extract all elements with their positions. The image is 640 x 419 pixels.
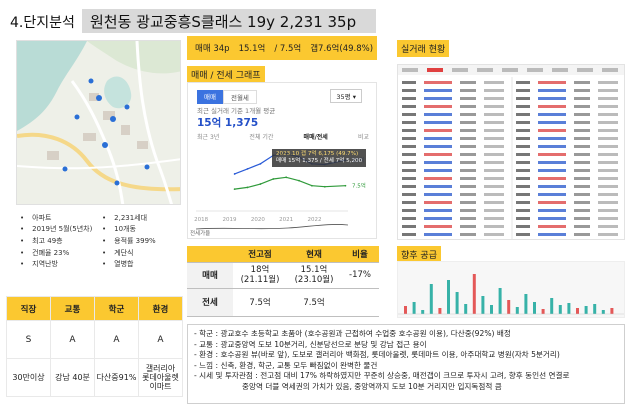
map-graphic	[17, 41, 180, 204]
tab-rent[interactable]: 전월세	[222, 90, 257, 104]
note-line: - 환경 : 호수공원 뷰(바로 앞), 도보로 갤러리아 백화점, 롯데아울렛…	[194, 350, 560, 360]
compare-ratio	[341, 288, 379, 317]
period-compare[interactable]: 비교	[357, 134, 369, 141]
score-grade: A	[94, 320, 139, 359]
series-point	[259, 162, 262, 165]
compare-header: 현재	[287, 246, 341, 263]
compare-row-label: 전세	[187, 288, 233, 317]
fact-item: 아파트	[20, 213, 102, 223]
score-grade: A	[138, 320, 183, 359]
period-all[interactable]: 전체 기간	[249, 134, 274, 141]
fact-item: 10개동	[102, 224, 184, 234]
chart-label: 2019	[222, 217, 236, 223]
price-item: 매매 34p	[195, 44, 230, 54]
fact-item: 계단식	[102, 248, 184, 258]
price-compare-table: 전고점 현재 비율 매매 18억 (21.11월) 15.1억 (23.10월)…	[187, 246, 379, 317]
ratio-line	[195, 224, 349, 230]
tooltip-line: 매매 15억 1,375 / 전세 7억 5,200	[276, 158, 363, 164]
tab-sale[interactable]: 매매	[197, 90, 223, 104]
score-grade: A	[50, 320, 95, 359]
score-table: 직장 교통 학군 환경 S A A A 30만이상 강남 40분 다산중91% …	[6, 296, 183, 397]
series-point	[323, 185, 326, 188]
location-map	[16, 40, 181, 205]
score-grade: S	[6, 320, 51, 359]
price-item: / 7.5억	[274, 44, 302, 54]
compare-now: 15.1억 (23.10월)	[287, 262, 341, 289]
note-line: - 학군 : 광교호수 초등학교 초품아 (호수공원과 근접하여 수업중 호수공…	[194, 329, 511, 338]
compare-ratio: -17%	[341, 262, 379, 289]
page-title: 원천동 광교중흥S클래스 19y 2,231 35p	[82, 9, 376, 33]
fact-item: 건폐율 23%	[20, 248, 102, 258]
fact-row: 지역난방열병합	[20, 258, 185, 270]
chart-section-label: 매매 / 전세 그래프	[187, 66, 265, 83]
score-note: 강남 40분	[50, 358, 95, 397]
chart-label: 7.5억	[352, 182, 366, 190]
chart-caption: 최근 실거래 기준 1개월 평균	[197, 107, 276, 115]
series-point	[246, 186, 249, 189]
chart-tooltip: 2023.10 갭 7억 6,175 (49.7%) 매매 15억 1,375 …	[272, 149, 367, 167]
complex-facts: 아파트2,231세대2019년 5월(5년차)10개동최고 49층용적률 399…	[20, 212, 185, 270]
series-point	[285, 176, 288, 179]
score-header: 학군	[94, 296, 139, 321]
listing-section-label: 실거래 현황	[397, 40, 450, 57]
compare-now: 7.5억	[287, 288, 341, 317]
chart-label: 2020	[251, 217, 265, 223]
note-line: 중앙역 더블 역세권의 가치가 있음, 중앙역까지 도보 10분 거리지만 입지…	[242, 381, 502, 391]
series-point	[272, 178, 275, 180]
score-note: 갤러리아 롯데아울렛 이마트	[138, 358, 183, 397]
price-chart-widget: 매매 전월세 35평 ▾ 최근 실거래 기준 1개월 평균 15억 1,375 …	[187, 82, 377, 239]
area-select[interactable]: 35평 ▾	[330, 89, 362, 103]
note-line: - 교통 : 광교중앙역 도보 10분거리, 신분당선으로 분당 및 강남 접근…	[194, 339, 427, 349]
series-point	[246, 167, 249, 170]
compare-peak: 7.5억	[233, 288, 287, 317]
transaction-list-image	[397, 64, 625, 240]
series-point	[311, 184, 313, 187]
fact-row: 2019년 5월(5년차)10개동	[20, 224, 185, 236]
compare-header: 전고점	[233, 246, 287, 263]
chart-label: 2022	[308, 217, 322, 223]
price-item: 갭7.6억(49.8%)	[310, 44, 374, 54]
section-title: 4.단지분석	[10, 15, 75, 31]
current-price: 15억 1,375	[197, 117, 259, 129]
tooltip-line: 2023.10 갭 7억 6,175 (49.7%)	[276, 151, 359, 157]
fact-item: 2,231세대	[102, 213, 184, 223]
transaction-list-graphic	[398, 65, 624, 239]
analysis-notes: - 학군 : 광교호수 초등학교 초품아 (호수공원과 근접하여 수업중 호수공…	[187, 324, 625, 404]
compare-peak: 18억 (21.11월)	[233, 262, 287, 289]
supply-bars-graphic	[398, 274, 624, 315]
fact-item: 최고 49층	[20, 236, 102, 246]
series-point	[233, 173, 236, 175]
series-point	[298, 179, 300, 182]
price-summary: 매매 34p 15.1억 / 7.5억 갭7.6억(49.8%)	[187, 36, 377, 60]
fact-row: 아파트2,231세대	[20, 212, 185, 224]
score-note: 다산중91%	[94, 358, 139, 397]
compare-header: 비율	[341, 246, 379, 263]
chart-label: 전세가율	[190, 229, 210, 237]
fact-item: 지역난방	[20, 259, 102, 269]
fact-row: 최고 49층용적률 399%	[20, 235, 185, 247]
compare-header	[187, 246, 233, 263]
fact-item: 용적률 399%	[102, 236, 184, 246]
fact-row: 건폐율 23%계단식	[20, 247, 185, 259]
note-line: - 느낌 : 신축, 환경, 학군, 교통 모두 빠짐없이 완벽한 물건	[194, 360, 378, 370]
supply-section-label: 향후 공급	[397, 246, 441, 263]
period-sale-rent[interactable]: 매매/전세	[303, 134, 328, 141]
score-header: 교통	[50, 296, 95, 321]
score-header: 환경	[138, 296, 183, 321]
series-point	[344, 184, 347, 187]
chart-label: 2021	[279, 217, 293, 223]
price-item: 15.1억	[238, 44, 266, 54]
series-point	[233, 188, 236, 191]
note-line: - 시세 및 투자관점 : 전고점 대비 17% 하락하였지만 꾸준히 상승중,…	[194, 371, 570, 381]
score-note: 30만이상	[6, 358, 51, 397]
compare-row-label: 매매	[187, 262, 233, 289]
fact-item: 열병합	[102, 259, 184, 269]
supply-chart-image	[397, 261, 625, 318]
series-point	[259, 183, 262, 185]
chart-label: 2018	[194, 217, 208, 223]
fact-item: 2019년 5월(5년차)	[20, 224, 102, 234]
series-line-1	[234, 176, 346, 190]
period-recent3y[interactable]: 최근 3년	[197, 134, 220, 141]
score-header: 직장	[6, 296, 51, 321]
